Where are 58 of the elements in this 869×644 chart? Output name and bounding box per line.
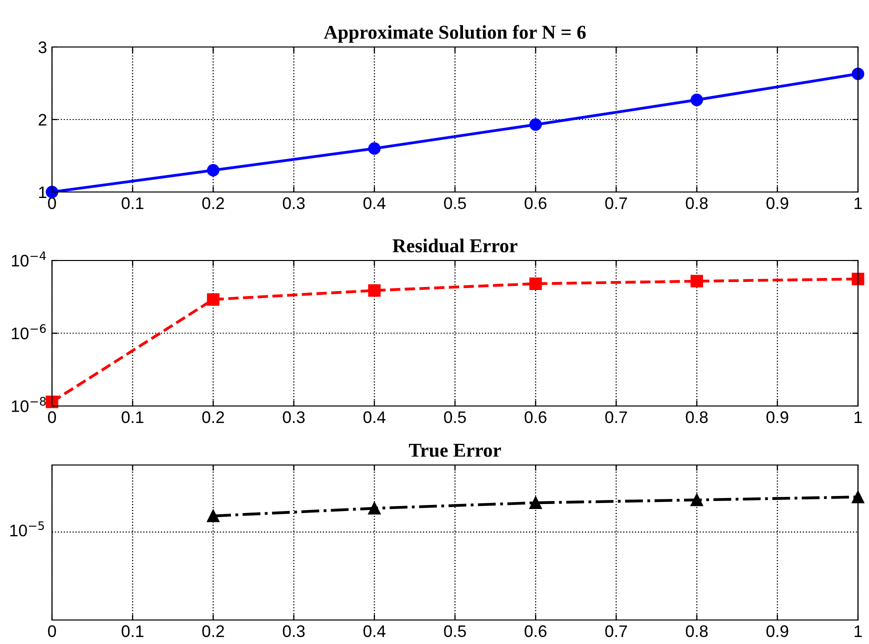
x-tick-label: 0.6 <box>524 197 546 210</box>
x-tick-label: 0.4 <box>363 411 386 424</box>
chart-title: Approximate Solution for N = 6 <box>324 24 586 43</box>
x-tick-label: 0.3 <box>282 197 305 210</box>
point <box>529 496 542 510</box>
point <box>852 68 864 80</box>
x-tick-label: 0.3 <box>282 625 305 638</box>
x-tick-label: 1 <box>854 625 862 637</box>
point <box>206 164 220 176</box>
x-tick-label: 0.8 <box>686 197 708 210</box>
y-tick-label: 2 <box>38 114 46 126</box>
x-tick-label: 0.8 <box>686 411 708 424</box>
x-tick-label: 0.2 <box>202 625 224 638</box>
x-tick-label: 0.7 <box>605 625 627 638</box>
y-tick-label: 10$^{−4}$ <box>12 252 46 267</box>
x-tick-label: 0.6 <box>524 625 546 638</box>
x-tick-label: 0 <box>48 625 56 638</box>
x-tick-label: 0.6 <box>524 411 546 424</box>
point <box>529 277 542 290</box>
y-tick-label: 1 <box>39 186 46 198</box>
point <box>690 94 704 106</box>
point <box>852 272 864 286</box>
point <box>368 142 381 155</box>
point <box>690 494 704 506</box>
x-tick-label: 0.2 <box>202 411 224 424</box>
x-tick-label: 0.9 <box>766 411 788 424</box>
point <box>206 510 220 522</box>
y-tick-label: 3 <box>38 41 46 54</box>
x-tick-label: 0.9 <box>766 625 788 638</box>
x-tick-label: 0.1 <box>122 197 144 210</box>
x-tick-label: 0.7 <box>605 197 627 210</box>
x-tick-label: 0.1 <box>122 625 144 638</box>
x-tick-label: 0.4 <box>363 197 386 210</box>
y-tick-label: 10$^{−8}$ <box>12 396 46 412</box>
x-tick-label: 0.5 <box>444 197 466 210</box>
x-tick-label: 0.5 <box>444 411 466 424</box>
x-tick-label: 0.4 <box>363 625 386 638</box>
chart-title: Residual Error <box>392 238 518 252</box>
x-tick-label: 1 <box>854 411 862 423</box>
x-tick-label: 0.3 <box>282 411 305 424</box>
ref-line-label: 10$^{−5}$ <box>10 521 44 536</box>
point <box>529 118 542 131</box>
x-tick-label: 0 <box>48 197 56 210</box>
x-tick-label: 0 <box>48 411 56 424</box>
chart-title: True Error <box>408 444 501 457</box>
point <box>46 396 58 408</box>
x-tick-label: 0.2 <box>202 197 224 210</box>
x-tick-label: 0.1 <box>122 411 144 424</box>
x-tick-label: 0.7 <box>605 411 627 424</box>
x-tick-label: 0.8 <box>686 625 708 638</box>
point <box>690 274 704 288</box>
x-tick-label: 0.5 <box>444 625 466 638</box>
x-tick-label: 1 <box>854 197 862 209</box>
point <box>368 502 381 515</box>
x-tick-label: 0.9 <box>766 197 788 210</box>
point <box>368 284 381 297</box>
point <box>206 293 220 306</box>
y-tick-label: 10$^{−6}$ <box>12 324 46 340</box>
